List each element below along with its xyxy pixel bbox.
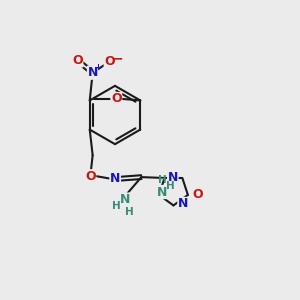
Text: H: H — [125, 207, 134, 217]
Text: O: O — [85, 170, 96, 183]
Text: O: O — [111, 92, 122, 106]
Text: N: N — [110, 172, 120, 185]
Text: H: H — [112, 201, 120, 211]
Text: O: O — [72, 54, 83, 67]
Text: H: H — [166, 181, 175, 190]
Text: N: N — [168, 172, 178, 184]
Text: N: N — [88, 66, 98, 79]
Text: N: N — [120, 193, 130, 206]
Text: +: + — [94, 63, 101, 72]
Text: −: − — [111, 51, 123, 65]
Text: N: N — [157, 185, 167, 199]
Text: H: H — [158, 175, 166, 185]
Text: N: N — [178, 197, 188, 211]
Text: O: O — [104, 55, 115, 68]
Text: O: O — [192, 188, 203, 201]
